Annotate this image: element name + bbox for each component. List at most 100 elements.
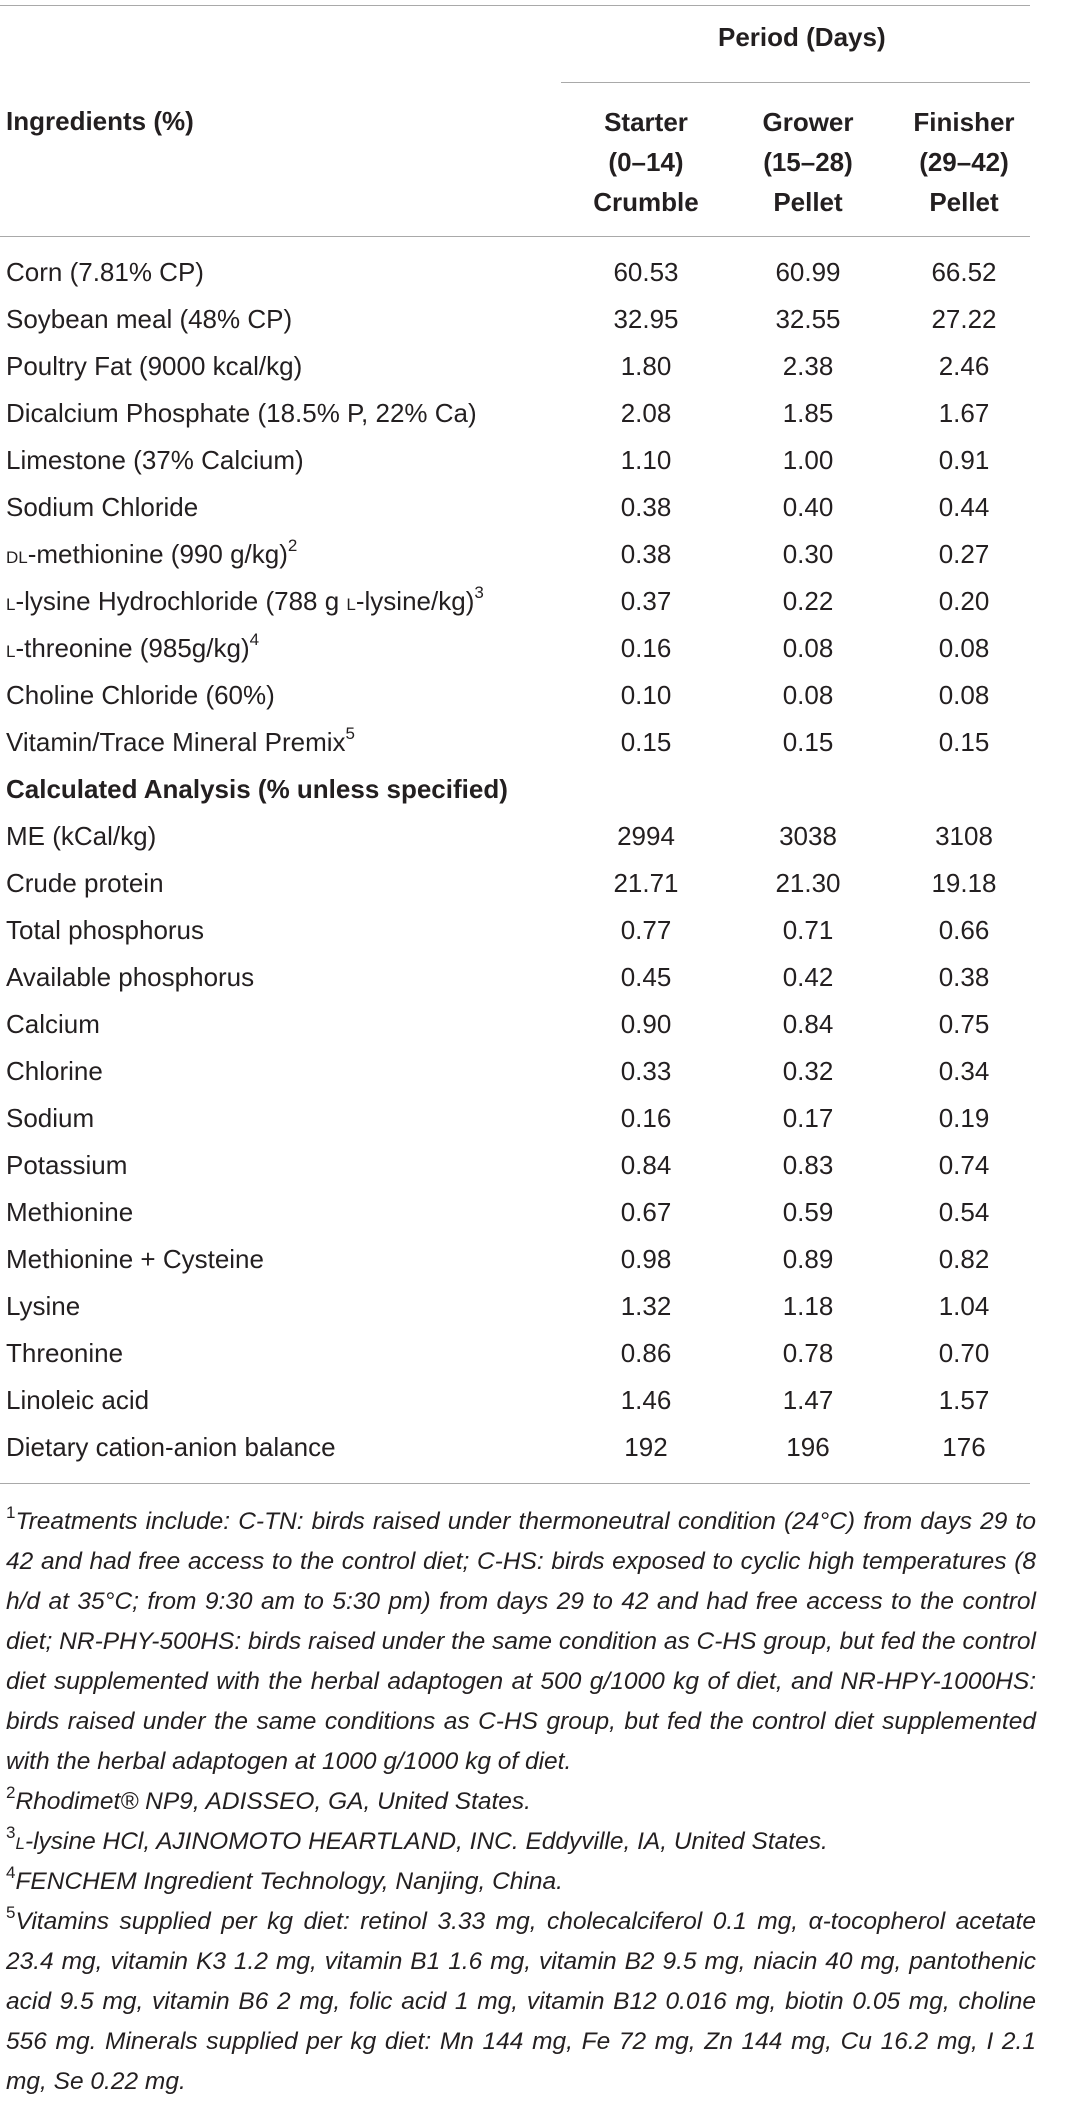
finisher-value: 27.22 (931, 304, 997, 334)
starter-value: 0.90 (620, 1009, 672, 1039)
table-row: Chlorine 0.33 0.32 0.34 (0, 1048, 1071, 1095)
starter-value: 0.98 (620, 1244, 672, 1274)
row-label: Total phosphorus (6, 915, 205, 945)
row-label: Dietary cation-anion balance (6, 1432, 336, 1462)
table-row: Linoleic acid 1.46 1.47 1.57 (0, 1377, 1071, 1424)
starter-value: 1.80 (620, 351, 672, 381)
row-label: Potassium (6, 1150, 128, 1180)
grower-value: 0.08 (782, 633, 834, 663)
footnotes: 1Treatments include: C-TN: birds raised … (6, 1502, 1036, 2102)
column-header-finisher: Finisher (29–42) Pellet (913, 107, 1015, 217)
footnote-1: 1Treatments include: C-TN: birds raised … (6, 1502, 1036, 1782)
table-row: Corn (7.81% CP) 60.53 60.99 66.52 (0, 249, 1071, 296)
starter-value: 0.67 (620, 1197, 672, 1227)
finisher-value: 0.74 (938, 1150, 990, 1180)
starter-value: 21.71 (613, 868, 679, 898)
grower-value: 0.40 (782, 492, 834, 522)
grower-value: 0.83 (782, 1150, 834, 1180)
small-caps-mid: l (346, 589, 356, 616)
table-row: Sodium 0.16 0.17 0.19 (0, 1095, 1071, 1142)
footnote-mark: 3 (6, 1822, 16, 1842)
finisher-value: 0.38 (938, 962, 990, 992)
small-caps-prefix: l (6, 589, 16, 616)
column-header-starter: Starter (0–14) Crumble (593, 107, 699, 217)
grower-value: 1.18 (782, 1291, 834, 1321)
table-row: Choline Chloride (60%) 0.10 0.08 0.08 (0, 672, 1071, 719)
period-rule (561, 82, 1030, 83)
starter-value: 0.10 (620, 680, 672, 710)
row-label: Methionine (6, 1197, 134, 1227)
finisher-value: 2.46 (938, 351, 990, 381)
row-label: Calcium (6, 1009, 100, 1039)
row-label: Sodium Chloride (6, 492, 199, 522)
row-label: Limestone (37% Calcium) (6, 445, 304, 475)
section-heading: Calculated Analysis (% unless specified) (6, 774, 508, 804)
finisher-value: 0.91 (938, 445, 990, 475)
row-label: ME (kCal/kg) (6, 821, 157, 851)
table-row: l-threonine (985g/kg)4 0.16 0.08 0.08 (0, 625, 1071, 672)
finisher-value: 0.27 (938, 539, 990, 569)
row-label: Dicalcium Phosphate (18.5% P, 22% Ca) (6, 398, 477, 428)
starter-value: 0.45 (620, 962, 672, 992)
row-label-text: Vitamin/Trace Mineral Premix (6, 727, 346, 757)
grower-value: 0.17 (782, 1103, 834, 1133)
small-caps-prefix: l (15, 1828, 25, 1855)
grower-value: 0.32 (782, 1056, 834, 1086)
footnote-mark: 4 (6, 1862, 16, 1882)
footnote-text: -lysine HCl, AJINOMOTO HEARTLAND, INC. E… (24, 1828, 828, 1855)
footnote-mark: 2 (6, 1782, 16, 1802)
starter-value: 2994 (617, 821, 675, 851)
footnote-3: 3l-lysine HCl, AJINOMOTO HEARTLAND, INC.… (6, 1822, 1036, 1862)
grower-value: 0.30 (782, 539, 834, 569)
small-caps-prefix: dl (6, 542, 28, 569)
finisher-value: 176 (942, 1432, 986, 1462)
row-label: Methionine + Cysteine (6, 1244, 264, 1274)
starter-value: 1.46 (620, 1385, 672, 1415)
table-row: Methionine + Cysteine 0.98 0.89 0.82 (0, 1236, 1071, 1283)
table-row: Sodium Chloride 0.38 0.40 0.44 (0, 484, 1071, 531)
finisher-value: 0.70 (938, 1338, 990, 1368)
starter-value: 0.16 (620, 1103, 672, 1133)
finisher-value: 0.34 (938, 1056, 990, 1086)
row-label-text: -lysine Hydrochloride (788 g (15, 586, 347, 616)
finisher-value: 1.57 (938, 1385, 990, 1415)
row-label: Linoleic acid (6, 1385, 150, 1415)
row-label-tail: -lysine/kg) (355, 586, 475, 616)
finisher-value: 0.44 (938, 492, 990, 522)
finisher-value: 0.15 (938, 727, 990, 757)
top-rule (0, 5, 1030, 6)
row-label: Choline Chloride (60%) (6, 680, 275, 710)
table-row: Threonine 0.86 0.78 0.70 (0, 1330, 1071, 1377)
grower-value: 1.00 (782, 445, 834, 475)
grower-value: 0.78 (782, 1338, 834, 1368)
table-row: Vitamin/Trace Mineral Premix5 0.15 0.15 … (0, 719, 1071, 766)
table-row: l-lysine Hydrochloride (788 g l-lysine/k… (0, 578, 1071, 625)
grower-value: 60.99 (775, 257, 841, 287)
grower-value: 0.84 (782, 1009, 834, 1039)
starter-value: 0.38 (620, 492, 672, 522)
finisher-value: 0.66 (938, 915, 990, 945)
finisher-value: 0.19 (938, 1103, 990, 1133)
table-row: Soybean meal (48% CP) 32.95 32.55 27.22 (0, 296, 1071, 343)
header-rule (0, 236, 1030, 237)
starter-value: 0.38 (620, 539, 672, 569)
footnote-mark: 1 (6, 1502, 16, 1522)
analysis-heading-row: Calculated Analysis (% unless specified) (0, 766, 1071, 813)
table-row: dl-methionine (990 g/kg)2 0.38 0.30 0.27 (0, 531, 1071, 578)
footnote-text: Rhodimet® NP9, ADISSEO, GA, United State… (15, 1788, 531, 1815)
column-header-grower: Grower (15–28) Pellet (762, 107, 854, 217)
finisher-value: 0.75 (938, 1009, 990, 1039)
footnote-5: 5Vitamins supplied per kg diet: retinol … (6, 1902, 1036, 2102)
grower-value: 2.38 (782, 351, 834, 381)
finisher-value: 0.82 (938, 1244, 990, 1274)
table-row: Poultry Fat (9000 kcal/kg) 1.80 2.38 2.4… (0, 343, 1071, 390)
table-row: Dietary cation-anion balance 192 196 176 (0, 1424, 1071, 1471)
finisher-value: 0.08 (938, 633, 990, 663)
footnote-text: FENCHEM Ingredient Technology, Nanjing, … (15, 1868, 563, 1895)
footnote-2: 2Rhodimet® NP9, ADISSEO, GA, United Stat… (6, 1782, 1036, 1822)
row-label: Corn (7.81% CP) (6, 257, 204, 287)
finisher-value: 0.54 (938, 1197, 990, 1227)
footnote-mark: 5 (345, 724, 356, 744)
grower-value: 21.30 (775, 868, 841, 898)
table-row: Lysine 1.32 1.18 1.04 (0, 1283, 1071, 1330)
